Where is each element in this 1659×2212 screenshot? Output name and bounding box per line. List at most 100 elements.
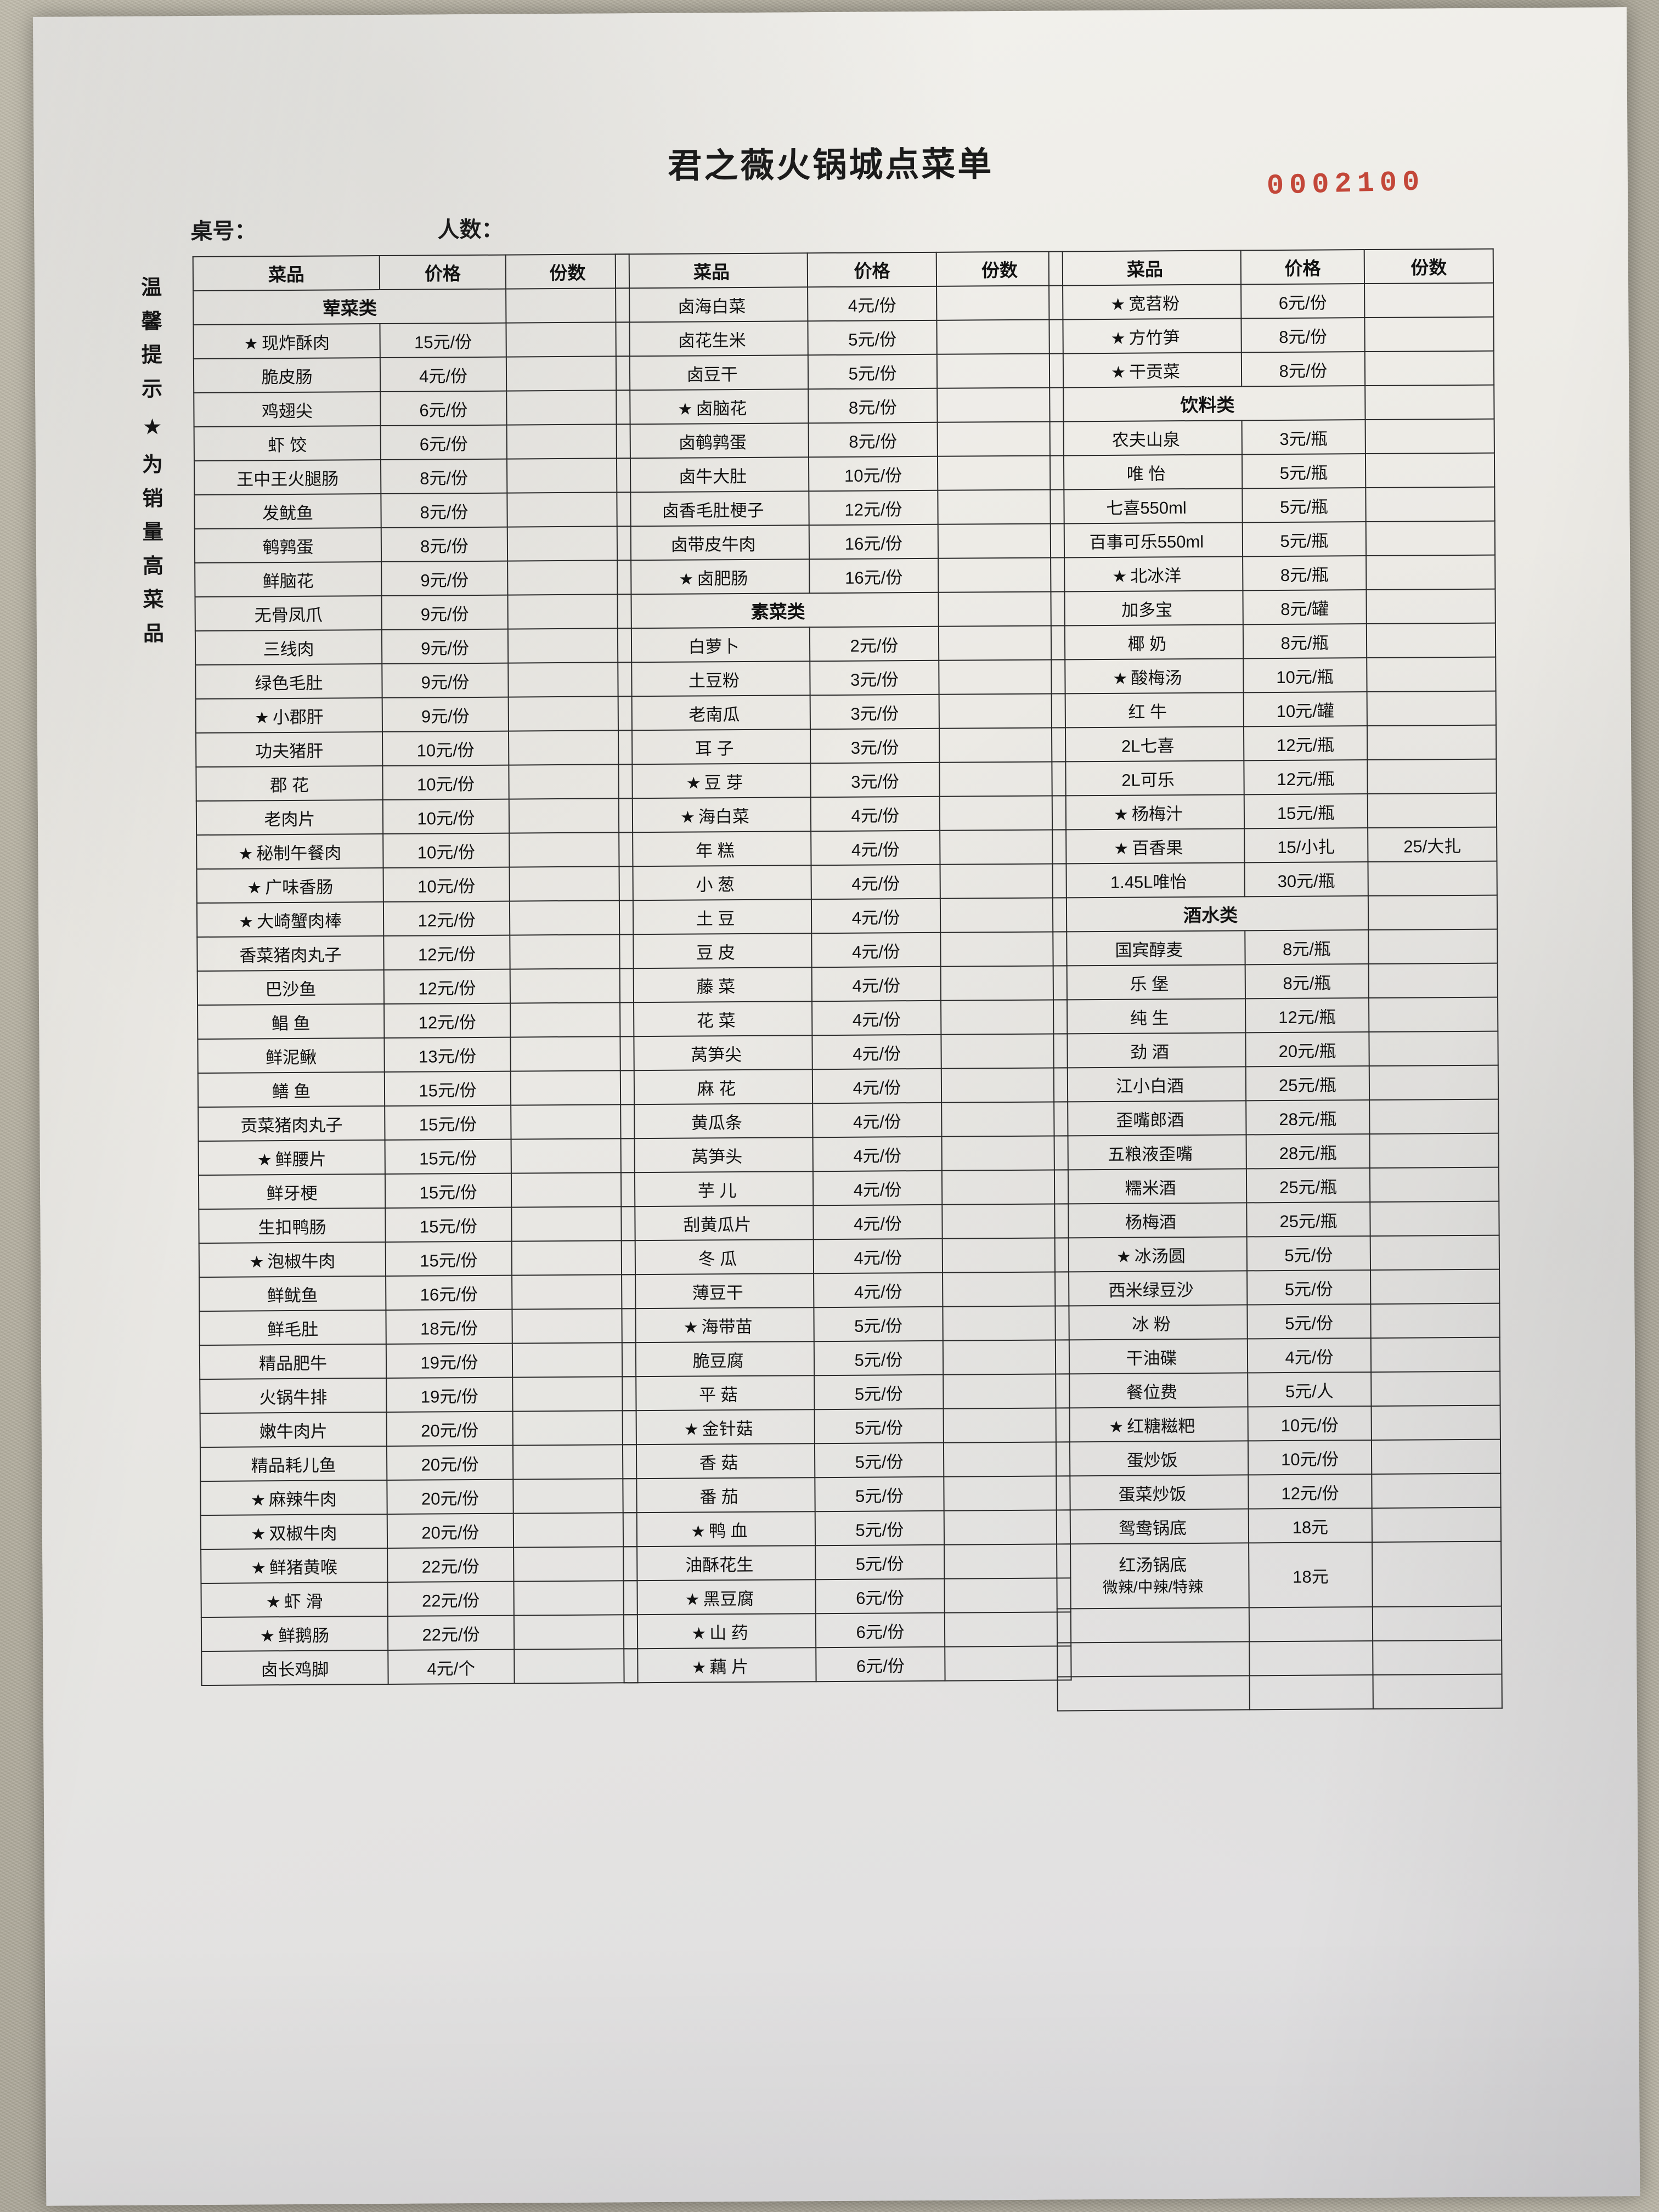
qty-cell[interactable] [944,1544,1071,1579]
qty-cell[interactable] [944,1578,1071,1613]
qty-cell[interactable] [942,1238,1069,1273]
qty-cell[interactable] [942,1204,1069,1239]
qty-cell[interactable] [514,1547,637,1582]
qty-cell[interactable] [514,1649,638,1684]
qty-cell[interactable] [939,659,1065,695]
qty-cell[interactable] [1370,1201,1499,1237]
blank-cell[interactable] [1057,1607,1250,1643]
qty-cell[interactable] [939,761,1066,797]
qty-cell[interactable] [509,866,633,901]
qty-cell[interactable] [938,557,1065,592]
qty-cell[interactable] [941,1170,1069,1205]
qty-cell[interactable] [941,1102,1068,1137]
qty-cell[interactable] [941,1000,1068,1035]
qty-cell[interactable] [944,1612,1071,1647]
qty-cell[interactable] [1365,385,1494,420]
qty-cell[interactable] [1372,1473,1501,1509]
qty-cell[interactable] [506,424,630,459]
qty-cell[interactable] [944,1510,1071,1545]
qty-cell[interactable] [510,1036,634,1071]
qty-cell[interactable] [1364,317,1494,352]
qty-cell[interactable] [507,628,632,663]
qty-cell[interactable] [512,1410,636,1446]
qty-cell[interactable] [508,730,633,765]
qty-cell[interactable] [511,1206,635,1242]
qty-cell[interactable] [941,1034,1068,1069]
qty-cell[interactable] [1367,691,1496,726]
qty-cell[interactable] [1367,725,1497,760]
qty-cell[interactable] [943,1340,1070,1375]
qty-cell[interactable] [511,1240,636,1276]
blank-cell[interactable] [1373,1640,1502,1675]
qty-cell[interactable] [939,795,1066,831]
qty-cell[interactable] [937,421,1064,456]
qty-cell[interactable] [512,1376,636,1412]
qty-cell[interactable] [1372,1541,1502,1607]
qty-cell[interactable] [1365,419,1494,454]
qty-cell[interactable] [1367,759,1497,794]
qty-cell[interactable] [506,390,630,425]
qty-cell[interactable] [506,356,630,391]
qty-cell[interactable] [507,560,631,595]
qty-cell[interactable] [1371,1405,1500,1441]
qty-cell[interactable] [1366,589,1496,624]
qty-cell[interactable]: 25/大扎 [1368,827,1497,862]
qty-cell[interactable] [508,662,632,697]
qty-cell[interactable] [510,968,634,1003]
qty-cell[interactable] [941,1136,1068,1171]
qty-cell[interactable] [512,1274,636,1310]
qty-cell[interactable] [1369,1031,1498,1066]
qty-cell[interactable] [939,693,1065,729]
qty-cell[interactable] [1369,1099,1499,1135]
qty-cell[interactable] [512,1308,636,1344]
qty-cell[interactable] [1366,555,1496,590]
qty-cell[interactable] [937,455,1064,490]
qty-cell[interactable] [1370,1303,1500,1339]
qty-cell[interactable] [938,523,1065,558]
qty-cell[interactable] [1364,283,1494,318]
qty-cell[interactable] [936,319,1063,354]
qty-cell[interactable] [1368,929,1498,964]
qty-cell[interactable] [940,966,1068,1001]
blank-cell[interactable] [1372,1606,1502,1641]
qty-cell[interactable] [1365,521,1496,556]
qty-cell[interactable] [943,1408,1070,1443]
qty-cell[interactable] [511,1138,635,1173]
qty-cell[interactable] [940,864,1066,899]
qty-cell[interactable] [936,285,1063,320]
qty-cell[interactable] [940,898,1067,933]
qty-cell[interactable] [513,1513,637,1548]
qty-cell[interactable] [509,900,634,935]
qty-cell[interactable] [1367,657,1496,692]
qty-cell[interactable] [511,1104,635,1139]
qty-cell[interactable] [1369,1167,1499,1203]
qty-cell[interactable] [1371,1439,1501,1475]
qty-cell[interactable] [1368,895,1498,930]
qty-cell[interactable] [506,458,631,493]
qty-cell[interactable] [1369,1133,1499,1169]
blank-cell[interactable] [1249,1607,1373,1642]
qty-cell[interactable] [511,1172,635,1207]
qty-cell[interactable] [1367,793,1497,828]
qty-cell[interactable] [1371,1371,1500,1407]
qty-cell[interactable] [509,798,633,833]
qty-cell[interactable] [940,830,1066,865]
qty-cell[interactable] [512,1444,637,1480]
qty-cell[interactable] [510,1070,635,1105]
qty-cell[interactable] [944,1476,1070,1511]
qty-cell[interactable] [507,594,631,629]
blank-cell[interactable] [1057,1641,1250,1677]
blank-cell[interactable] [1249,1641,1373,1676]
qty-cell[interactable] [939,727,1066,763]
qty-cell[interactable] [941,1068,1068,1103]
qty-cell[interactable] [1370,1269,1500,1305]
qty-cell[interactable] [513,1479,637,1514]
qty-cell[interactable] [943,1442,1070,1477]
qty-cell[interactable] [506,288,630,323]
qty-cell[interactable] [1370,1235,1500,1271]
qty-cell[interactable] [936,353,1064,388]
qty-cell[interactable] [945,1646,1071,1681]
qty-cell[interactable] [509,764,633,799]
blank-cell[interactable] [1373,1674,1502,1709]
qty-cell[interactable] [1368,963,1498,998]
